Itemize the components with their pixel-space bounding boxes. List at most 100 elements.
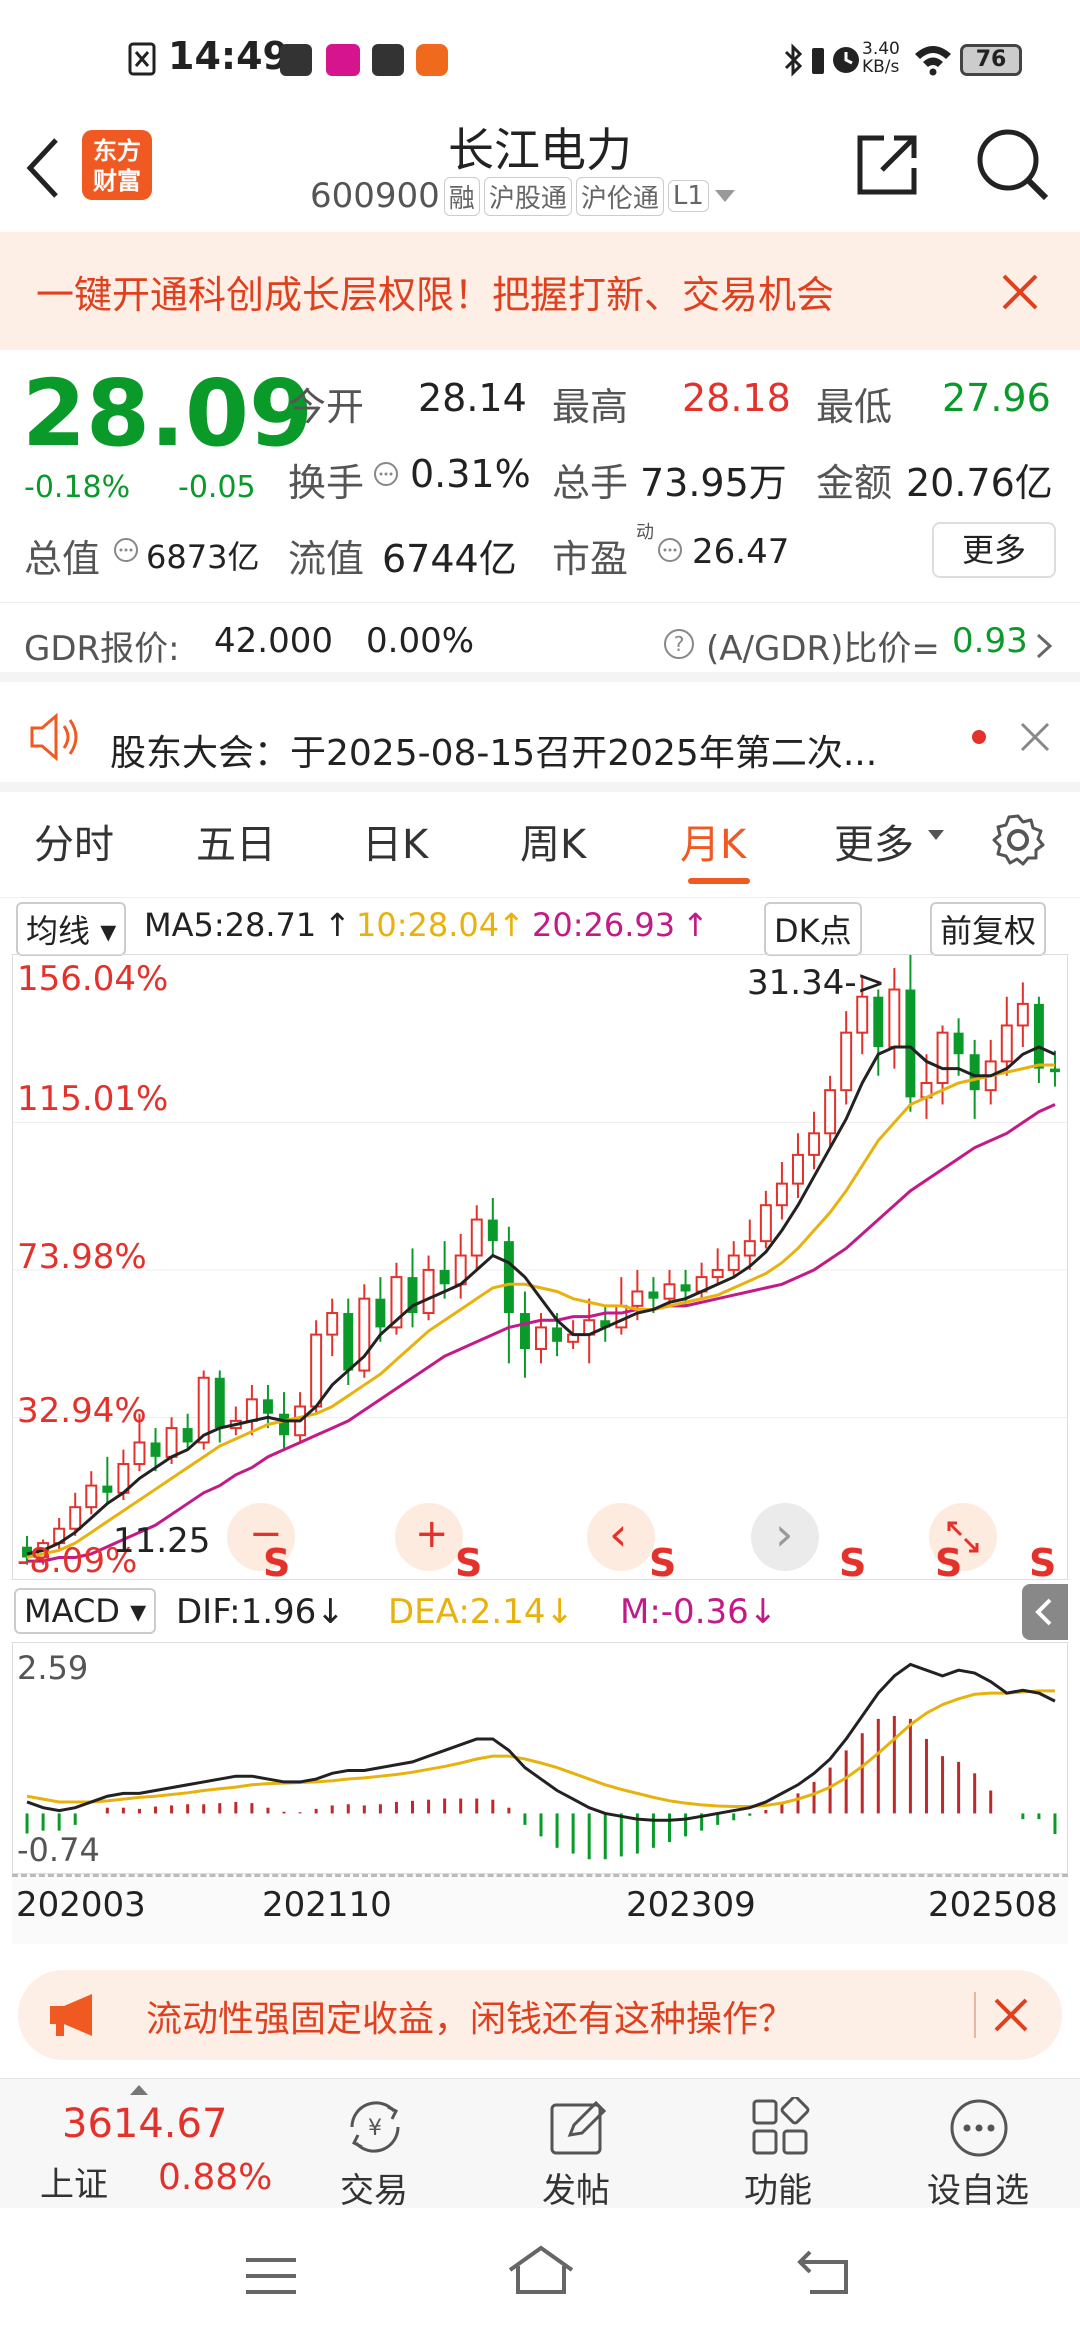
- share-icon[interactable]: [854, 130, 922, 198]
- notice-bar[interactable]: 股东大会：于2025-08-15召开2025年第二次...: [0, 692, 1080, 792]
- candle: [792, 1153, 804, 1185]
- close-icon[interactable]: [990, 1994, 1032, 2036]
- ma20-value: 20:26.93: [532, 906, 676, 944]
- candle: [279, 1413, 289, 1436]
- home-icon[interactable]: [506, 2244, 576, 2296]
- candle: [182, 1428, 193, 1443]
- mktcap-value: 6873亿: [146, 538, 260, 576]
- high-value: 28.18: [682, 376, 791, 420]
- candle: [262, 1399, 273, 1414]
- gdr-row[interactable]: GDR报价: 42.000 0.00% ? (A/GDR)比价= 0.93: [0, 602, 1080, 682]
- macd-header: MACD ▾ DIF:1.96↓ DEA:2.14↓ M:-0.36↓: [12, 1582, 1068, 1652]
- candle: [824, 1089, 837, 1135]
- battery-icon: 76: [960, 44, 1022, 76]
- scroll-right-button[interactable]: ›: [751, 1503, 819, 1571]
- bottom-ad-text: 流动性强固定收益，闲钱还有这种操作？: [146, 1999, 795, 2040]
- more-button[interactable]: 更多: [932, 522, 1056, 578]
- grid-icon: [752, 2097, 810, 2155]
- back-nav-icon[interactable]: [796, 2248, 852, 2296]
- high-label: 最高: [552, 385, 629, 429]
- macd-y-max: 2.59: [17, 1649, 89, 1687]
- x-label-4: 202508: [928, 1885, 1058, 1925]
- y-label-min: -8.09%: [17, 1541, 138, 1580]
- tab-post[interactable]: 发帖: [506, 2079, 646, 2211]
- zoom-out-button[interactable]: −: [227, 1503, 295, 1571]
- turnover-value: 0.31%: [410, 452, 531, 496]
- tab-five-day[interactable]: 五日: [196, 822, 276, 868]
- tab-daily-k[interactable]: 日K: [362, 822, 429, 868]
- dk-point-button[interactable]: DK点: [764, 902, 862, 956]
- back-icon[interactable]: [22, 136, 62, 200]
- fullscreen-button[interactable]: [929, 1503, 997, 1571]
- candle: [680, 1284, 691, 1292]
- tab-more[interactable]: 更多: [834, 822, 914, 868]
- collapse-panel-button[interactable]: [1022, 1584, 1068, 1640]
- close-icon[interactable]: [1018, 720, 1052, 754]
- ma-select[interactable]: 均线 ▾: [16, 902, 127, 956]
- zoom-in-button[interactable]: +: [395, 1503, 463, 1571]
- caret-up-icon: [130, 2085, 148, 2095]
- candle: [470, 1218, 483, 1257]
- gdr-label: GDR报价:: [24, 629, 180, 669]
- dif-line: [26, 1662, 1056, 1822]
- app-icon-1: [280, 44, 312, 76]
- candle: [905, 989, 916, 1098]
- tab-monthly-k[interactable]: 月K: [680, 822, 747, 868]
- macd-chart[interactable]: 2.59 -0.74: [12, 1642, 1068, 1874]
- info-icon[interactable]: [112, 536, 140, 564]
- settings-icon[interactable]: [990, 812, 1046, 868]
- help-icon[interactable]: ?: [662, 627, 696, 661]
- info-icon[interactable]: [656, 536, 684, 564]
- promo-banner[interactable]: 一键开通科创成长层权限！把握打新、交易机会: [0, 232, 1080, 350]
- search-icon[interactable]: [972, 124, 1052, 204]
- tab-trade[interactable]: ¥ 交易: [304, 2079, 444, 2211]
- tab-trade-label: 交易: [340, 2171, 408, 2211]
- x-label-3: 202309: [626, 1885, 756, 1925]
- dea-line: [26, 1689, 1055, 1809]
- candle: [600, 1320, 611, 1328]
- tag-sh-connect: 沪股通: [483, 176, 572, 216]
- notification-icon: [128, 42, 156, 76]
- tab-weekly-k[interactable]: 周K: [520, 822, 587, 868]
- quote-panel: 28.09 -0.18% -0.05 今开 28.14 最高 28.18 最低 …: [0, 352, 1080, 602]
- info-icon[interactable]: [372, 460, 400, 488]
- s-marker: S: [839, 1541, 867, 1580]
- kline-chart[interactable]: 156.04% 115.01% 73.98% 32.94% -8.09% 31.…: [12, 954, 1068, 1580]
- s-marker: S: [263, 1541, 291, 1580]
- candle: [856, 995, 869, 1034]
- stock-subtitle[interactable]: 600900 融 沪股通 沪伦通 L1: [310, 176, 737, 216]
- notice-text: 股东大会：于2025-08-15召开2025年第二次...: [110, 733, 878, 774]
- alarm-icon: [833, 47, 859, 73]
- app-icon-2: [326, 44, 360, 76]
- adjust-button[interactable]: 前复权: [930, 902, 1047, 956]
- scroll-left-button[interactable]: ‹: [587, 1503, 655, 1571]
- last-price: 28.09: [22, 360, 314, 467]
- candle: [439, 1269, 450, 1285]
- menu-icon[interactable]: [244, 2256, 298, 2296]
- candle: [1000, 1024, 1013, 1063]
- bottom-ad[interactable]: 流动性强固定收益，闲钱还有这种操作？: [18, 1970, 1062, 2060]
- index-name: 上证: [40, 2165, 108, 2205]
- indicator-bar: 均线 ▾ MA5:28.71 ↑ 10:28.04 ↑ 20:26.93 ↑ D…: [0, 900, 1080, 956]
- close-icon[interactable]: [1000, 272, 1040, 312]
- caret-down-icon: [928, 830, 944, 840]
- y-label-2: 115.01%: [17, 1079, 169, 1119]
- app-icon-3: [416, 44, 448, 76]
- tab-intraday[interactable]: 分时: [34, 822, 114, 868]
- index-ticker[interactable]: 3614.67 上证 0.88%: [0, 2079, 272, 2209]
- header: 东方 财富 长江电力 600900 融 沪股通 沪伦通 L1: [0, 110, 1080, 230]
- tab-add-watchlist[interactable]: 设自选: [908, 2079, 1048, 2211]
- macd-svg: [25, 1662, 1057, 1860]
- tab-functions[interactable]: 功能: [708, 2079, 848, 2211]
- candle: [133, 1441, 146, 1466]
- trade-icon: ¥: [350, 2101, 400, 2153]
- macd-select[interactable]: MACD ▾: [14, 1588, 157, 1634]
- macd-y-min: -0.74: [17, 1831, 100, 1869]
- tag-margin: 融: [443, 176, 480, 216]
- low-annotation: 11.25: [113, 1521, 211, 1561]
- candle: [936, 1031, 949, 1084]
- gdr-price: 42.000: [214, 621, 333, 661]
- candle: [535, 1326, 547, 1350]
- candle: [727, 1254, 740, 1271]
- x-label-1: 202003: [16, 1885, 146, 1925]
